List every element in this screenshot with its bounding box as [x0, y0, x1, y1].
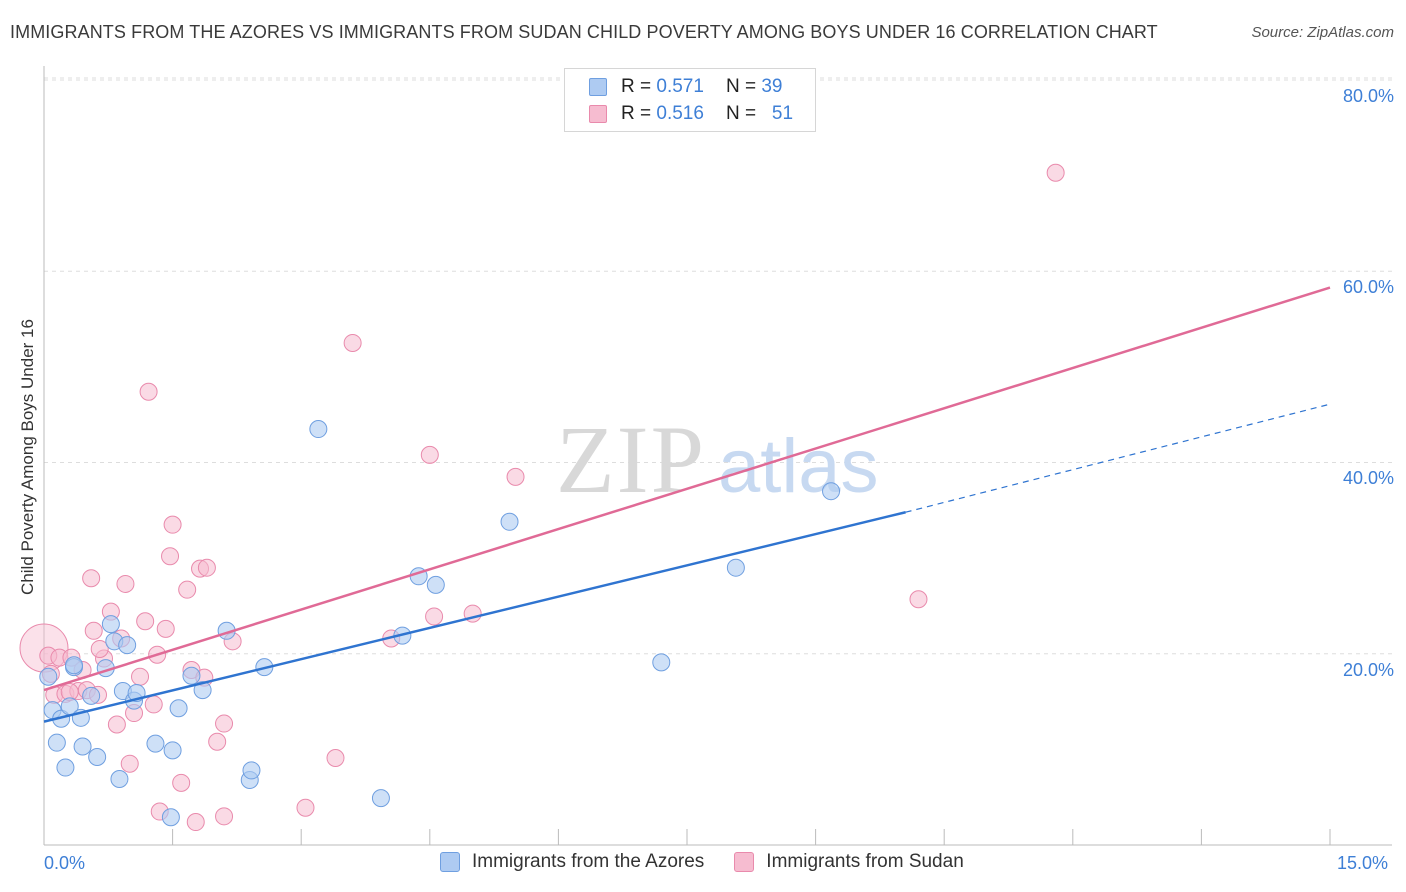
sudan-point — [215, 807, 234, 826]
legend-r-value-sudan: 0.516 — [656, 103, 704, 124]
azores-point — [56, 758, 75, 777]
azores-point — [88, 748, 107, 767]
grid-layer — [44, 77, 1392, 655]
azores-trend-line — [43, 511, 906, 723]
sudan-point — [420, 445, 439, 464]
azores-swatch — [589, 78, 607, 96]
sudan-point — [84, 621, 103, 640]
sudan-point — [136, 612, 155, 631]
azores-point — [110, 770, 129, 789]
azores-legend-swatch — [440, 852, 460, 872]
azores-point — [309, 420, 328, 439]
sudan-swatch — [589, 105, 607, 123]
legend-n-label: N = — [725, 103, 757, 124]
azores-point — [182, 666, 201, 685]
azores-point — [652, 653, 671, 672]
sudan-point — [425, 607, 444, 626]
y-tick-label-60: 60.0% — [1342, 277, 1394, 297]
azores-point — [161, 808, 180, 827]
sudan-point — [107, 715, 126, 734]
sudan-point — [343, 333, 362, 352]
series-legend: Immigrants from the Azores Immigrants fr… — [440, 851, 994, 873]
sudan-point — [131, 667, 150, 686]
azores-point — [500, 512, 519, 531]
sudan-point — [296, 798, 315, 817]
sudan-point — [506, 467, 525, 486]
correlation-legend: R = 0.571 N = 39 R = 0.516 N = 51 — [564, 68, 816, 132]
sudan-point — [116, 574, 135, 593]
azores-point — [39, 667, 58, 686]
sudan-point — [186, 813, 205, 832]
sudan-trend-line — [43, 286, 1331, 692]
azores-point — [426, 575, 445, 594]
sudan-point — [82, 569, 101, 588]
sudan-point — [1046, 163, 1065, 182]
y-tick-label-20: 20.0% — [1342, 660, 1394, 680]
legend-n-label: N = — [725, 76, 757, 97]
sudan-point — [139, 382, 158, 401]
series-legend-azores: Immigrants from the Azores — [440, 851, 704, 873]
azores-legend-label: Immigrants from the Azores — [472, 851, 705, 872]
sudan-legend-label: Immigrants from Sudan — [766, 851, 964, 872]
watermark-zip: ZIP — [556, 406, 706, 513]
legend-n-value-sudan: 51 — [771, 103, 794, 124]
azores-point — [65, 656, 84, 675]
chart-title: IMMIGRANTS FROM THE AZORES VS IMMIGRANTS… — [10, 22, 1158, 42]
azores-point — [118, 636, 137, 655]
legend-r-label: R = — [621, 76, 652, 97]
sudan-point — [197, 558, 216, 577]
azores-point — [822, 482, 841, 501]
azores-point — [163, 741, 182, 760]
sudan-point — [90, 639, 109, 658]
x-tick-label-min: 0.0% — [44, 853, 86, 873]
azores-point — [101, 615, 120, 634]
sudan-point — [172, 773, 191, 792]
trend-layer — [43, 286, 1331, 723]
y-tick-label-80: 80.0% — [1342, 86, 1394, 106]
source-label: Source: ZipAtlas.com — [1251, 24, 1394, 41]
azores-point — [726, 558, 745, 577]
legend-row-azores: R = 0.571 N = 39 — [589, 75, 782, 99]
series-legend-sudan: Immigrants from Sudan — [734, 851, 964, 873]
y-tick-label-40: 40.0% — [1342, 468, 1394, 488]
azores-point — [169, 699, 188, 718]
legend-r-label: R = — [621, 103, 652, 124]
sudan-point — [156, 619, 175, 638]
azores-point — [371, 789, 390, 808]
azores-point — [193, 681, 212, 700]
sudan-point — [161, 547, 180, 566]
azores-trend-extension — [905, 403, 1331, 513]
azores-point — [146, 734, 165, 753]
sudan-point — [909, 590, 928, 609]
sudan-point — [215, 714, 234, 733]
sudan-point — [120, 754, 139, 773]
sudan-point — [178, 580, 197, 599]
legend-r-value-azores: 0.571 — [656, 76, 704, 97]
sudan-legend-swatch — [734, 852, 755, 872]
x-tick-label-max: 15.0% — [1337, 853, 1389, 873]
sudan-point — [326, 748, 345, 767]
azores-point — [82, 686, 101, 705]
azores-point — [73, 737, 92, 756]
azores-point — [47, 733, 66, 752]
legend-row-sudan: R = 0.516 N = 51 — [589, 102, 793, 126]
azores-point — [242, 761, 261, 780]
points-layer — [19, 163, 1065, 832]
sudan-point — [208, 732, 227, 751]
sudan-point — [163, 515, 182, 534]
sudan-point — [144, 695, 163, 714]
legend-n-value-azores: 39 — [761, 76, 783, 97]
axis-layer — [43, 66, 1392, 846]
